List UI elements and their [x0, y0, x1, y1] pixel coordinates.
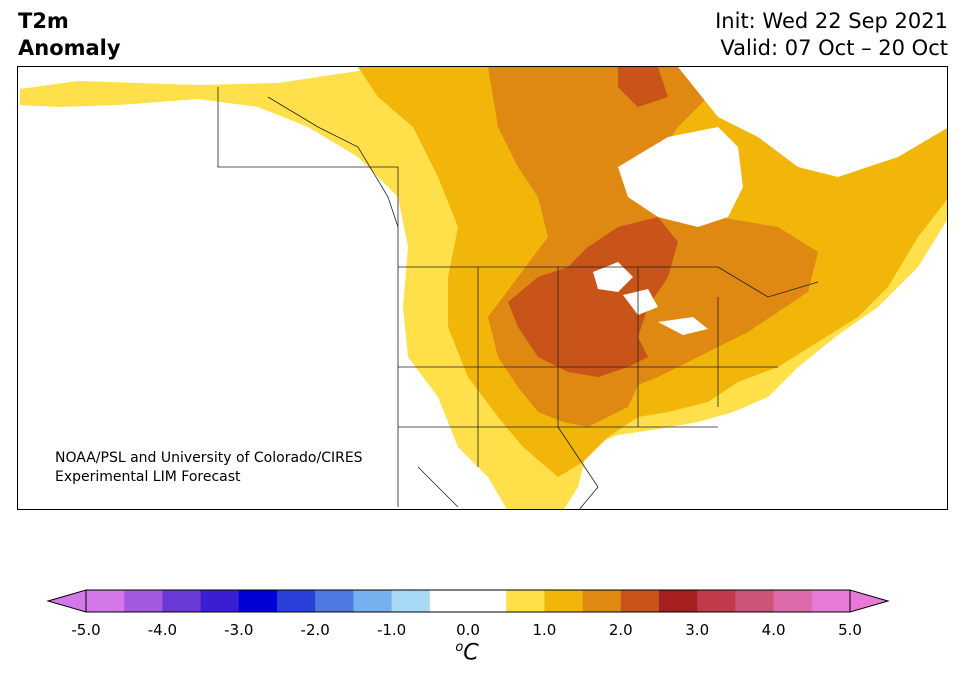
- title-line-1: T2m: [18, 9, 69, 33]
- colorbar-under-arrow: [46, 589, 87, 613]
- colorbar-tick-label: 1.0: [532, 621, 557, 639]
- map-svg: [20, 67, 947, 509]
- colorbar-over-arrow: [849, 589, 890, 613]
- colorbar-tick-label: -1.0: [376, 621, 407, 639]
- colorbar-tick-label: -3.0: [224, 621, 254, 639]
- anomaly-map: [17, 66, 948, 510]
- colorbar-cell: [506, 590, 545, 612]
- colorbar-tick-label: 0.0: [456, 621, 480, 639]
- colorbar-tick-label: 2.0: [608, 621, 633, 639]
- colorbar-cell: [773, 590, 813, 612]
- credit-line-1: NOAA/PSL and University of Colorado/CIRE…: [55, 450, 363, 466]
- colorbar: [46, 589, 890, 613]
- colorbar-tick-label: 4.0: [761, 621, 786, 639]
- arctic-islands: [678, 67, 947, 177]
- colorbar-cell: [735, 590, 775, 612]
- colorbar-cell: [277, 590, 316, 612]
- colorbar-cell: [544, 590, 584, 612]
- colorbar-tick-label: -4.0: [147, 621, 178, 639]
- init-date: Init: Wed 22 Sep 2021: [715, 9, 948, 33]
- colorbar-tick-label: 5.0: [838, 621, 862, 639]
- colorbar-cell: [811, 590, 851, 612]
- colorbar-frame: [85, 589, 851, 613]
- credit-line-2: Experimental LIM Forecast: [55, 469, 241, 485]
- unit-label: oC: [455, 640, 478, 665]
- colorbar-tick-label: -2.0: [300, 621, 330, 639]
- colorbar-cell: [659, 590, 698, 612]
- unit-degree: o: [455, 640, 464, 655]
- colorbar-cell: [86, 590, 125, 612]
- title-line-2: Anomaly: [18, 36, 121, 60]
- great-lakes: [593, 262, 708, 335]
- colorbar-tick-label: -5.0: [71, 621, 101, 639]
- colorbar-cell: [200, 590, 240, 612]
- borders: [217, 87, 819, 509]
- hudson-bay: [618, 127, 743, 227]
- colorbar-cell: [582, 590, 622, 612]
- colorbar-cell: [162, 590, 202, 612]
- valid-dates: Valid: 07 Oct – 20 Oct: [720, 36, 948, 60]
- colorbar-tick-label: 3.0: [685, 621, 710, 639]
- colorbar-cell: [429, 590, 469, 612]
- colorbar-cell: [315, 590, 354, 612]
- title-block: T2m Anomaly: [18, 8, 121, 62]
- unit-main: C: [463, 640, 479, 666]
- date-block: Init: Wed 22 Sep 2021 Valid: 07 Oct – 20…: [715, 8, 948, 62]
- credit-text: NOAA/PSL and University of Colorado/CIRE…: [55, 449, 363, 487]
- colorbar-cell: [124, 590, 163, 612]
- colorbar-cell: [391, 590, 431, 612]
- colorbar-cells: [46, 589, 890, 613]
- colorbar-cell: [468, 590, 507, 612]
- colorbar-cell: [353, 590, 393, 612]
- colorbar-cell: [238, 590, 278, 612]
- colorbar-cell: [620, 590, 660, 612]
- colorbar-cell: [697, 590, 736, 612]
